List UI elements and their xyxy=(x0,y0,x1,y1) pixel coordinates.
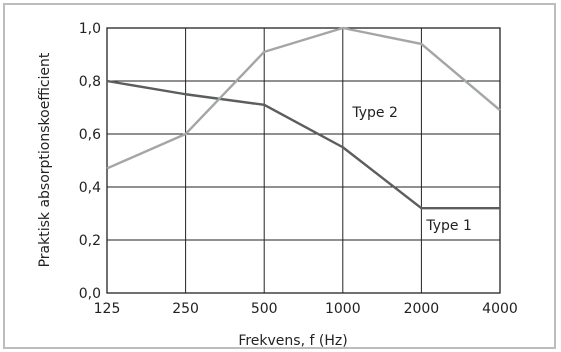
text-layer: 0,0 0,2 0,4 0,6 0,8 1,0 125 250 500 1000 2000 4000 T… xyxy=(79,21,518,317)
y-tick-label: 0,4 xyxy=(79,180,101,196)
y-tick-label: 1,0 xyxy=(79,21,101,37)
series-line-type-1 xyxy=(106,79,500,210)
x-axis-label: Frekvens, f (Hz) xyxy=(238,333,347,349)
chart-frame xyxy=(3,3,556,349)
y-tick-label: 0,0 xyxy=(79,286,101,302)
y-tick-label: 0,6 xyxy=(79,127,101,143)
series-layer xyxy=(106,26,501,210)
x-tick-label: 250 xyxy=(172,301,199,317)
x-tick-label: 2000 xyxy=(404,301,440,317)
series-label-type-2: Type 2 xyxy=(351,105,398,121)
series-line-type-2 xyxy=(106,26,501,170)
x-tick-label: 500 xyxy=(251,301,278,317)
series-label-type-1: Type 1 xyxy=(425,218,472,234)
y-axis-label: Praktisk absorptionskoefficient xyxy=(37,52,53,267)
grid-layer xyxy=(106,27,501,294)
x-tick-label: 4000 xyxy=(482,301,518,317)
plot-border xyxy=(106,27,501,294)
x-tick-label: 125 xyxy=(94,301,121,317)
x-tick-label: 1000 xyxy=(325,301,361,317)
y-tick-label: 0,2 xyxy=(79,233,101,249)
y-tick-label: 0,8 xyxy=(79,74,101,90)
